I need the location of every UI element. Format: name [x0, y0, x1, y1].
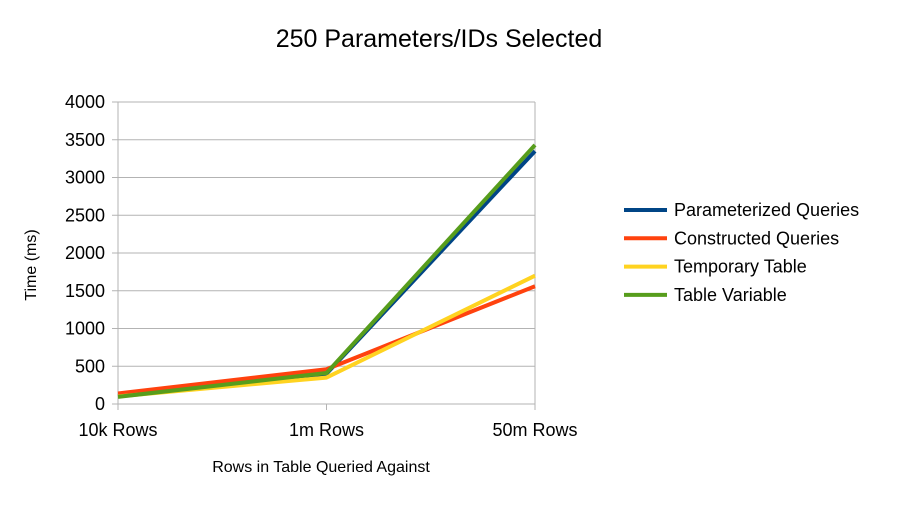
y-axis-ticks: 0 500 1000 1500 2000 2500 3000 3500 4000: [65, 92, 118, 414]
x-tick-label: 1m Rows: [289, 420, 364, 440]
series-line-0: [117, 149, 537, 398]
x-axis-title: Rows in Table Queried Against: [212, 459, 430, 476]
y-tick-label: 2500: [65, 205, 105, 225]
series-lines: [117, 143, 537, 399]
x-axis-ticks: 10k Rows 1m Rows 50m Rows: [78, 404, 578, 440]
y-axis-title: Time (ms): [23, 229, 40, 300]
chart-title: 250 Parameters/IDs Selected: [276, 25, 603, 53]
gridlines: [118, 101, 535, 405]
series-line-2: [117, 273, 536, 399]
y-tick-label: 500: [75, 356, 105, 376]
y-tick-label: 1500: [65, 281, 105, 301]
legend: Parameterized Queries Constructed Queries…: [624, 200, 859, 305]
series-line-3: [117, 143, 537, 399]
y-tick-label: 1000: [65, 319, 105, 339]
y-tick-label: 0: [95, 394, 105, 414]
legend-label: Temporary Table: [674, 257, 807, 277]
y-tick-label: 3000: [65, 168, 105, 188]
legend-label: Table Variable: [674, 285, 787, 305]
y-tick-label: 4000: [65, 92, 105, 112]
x-tick-label: 10k Rows: [78, 420, 157, 440]
legend-label: Parameterized Queries: [674, 200, 859, 220]
x-tick-label: 50m Rows: [492, 420, 577, 440]
series-line-1: [117, 284, 536, 396]
y-tick-label: 3500: [65, 130, 105, 150]
legend-label: Constructed Queries: [674, 228, 839, 248]
y-tick-label: 2000: [65, 243, 105, 263]
